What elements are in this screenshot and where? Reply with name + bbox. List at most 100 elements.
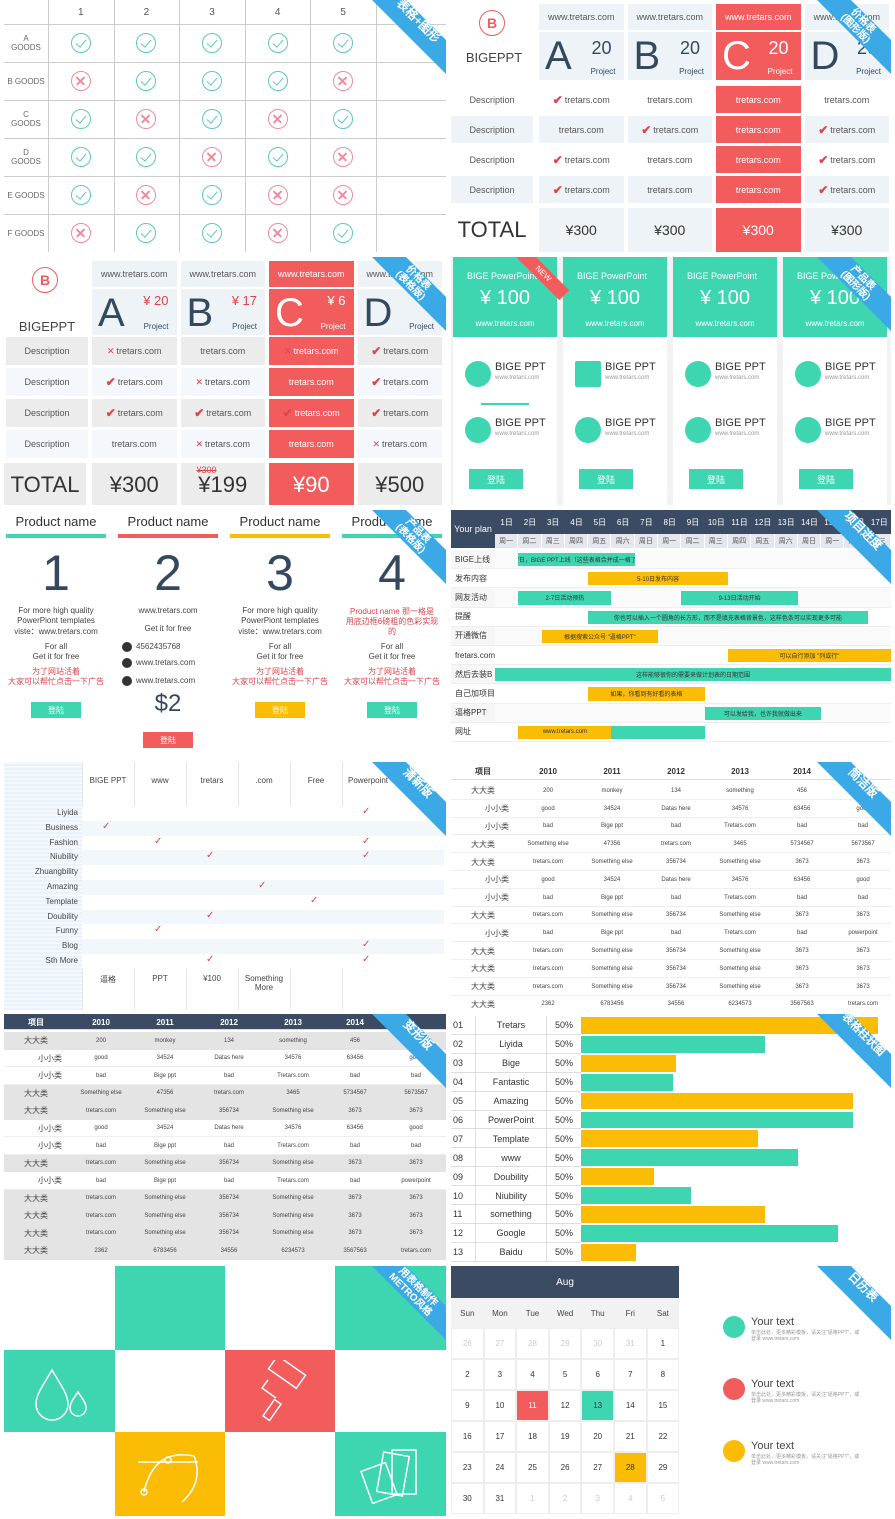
day-cell[interactable]: 11 <box>516 1390 549 1421</box>
day-cell[interactable]: 24 <box>483 1452 517 1483</box>
day-cell[interactable]: 20 <box>581 1421 614 1452</box>
day-cell[interactable]: 2 <box>548 1483 582 1514</box>
day-cell[interactable]: 6 <box>581 1359 614 1390</box>
day-cell[interactable]: 19 <box>548 1421 582 1452</box>
day-cell[interactable]: 30 <box>581 1328 614 1359</box>
share-icon <box>795 361 821 387</box>
column-letter: C <box>275 291 304 335</box>
day-cell[interactable]: 15 <box>646 1390 680 1421</box>
gantt-bar: 2-7日活动预热 <box>518 591 612 605</box>
day-cell[interactable]: 27 <box>483 1328 517 1359</box>
bar <box>581 1111 854 1129</box>
product-card: BIGE PowerPoint ¥ 100 www.tretars.com BIGE … <box>453 257 557 505</box>
login-button[interactable]: 登陆 <box>31 702 81 718</box>
table-header: 项目 <box>475 766 491 776</box>
table-cell: Something else <box>719 912 761 919</box>
day-cell[interactable]: 18 <box>516 1421 549 1452</box>
row-percent: 50% <box>554 1058 573 1069</box>
day-cell[interactable]: 25 <box>516 1452 549 1483</box>
day-cell[interactable]: 1 <box>516 1483 549 1514</box>
day-cell[interactable]: 29 <box>548 1328 582 1359</box>
day-cell[interactable]: 1 <box>646 1328 680 1359</box>
column-price: ¥ 17 <box>231 293 257 308</box>
panel-calendar: 日历表 Aug Sun Mon Tue Wed Thu Fri Sat 26 27 28 29 30 31… <box>451 1266 891 1516</box>
day-cell[interactable]: 3 <box>483 1359 517 1390</box>
card-url: www.tretars.com <box>475 319 535 328</box>
day-cell[interactable]: 10 <box>483 1390 517 1421</box>
row-bg <box>82 909 444 925</box>
day-cell[interactable]: 9 <box>451 1390 484 1421</box>
cross-circle-icon <box>333 147 354 167</box>
row-name: Amazing <box>475 1091 547 1111</box>
table-cell: 3465 <box>733 841 747 848</box>
table-cell: tretars.com <box>532 859 563 866</box>
day-cell[interactable]: 14 <box>614 1390 647 1421</box>
day-header: 1日 <box>500 517 513 527</box>
login-button[interactable]: 登陆 <box>579 469 633 489</box>
cell-text: tretars.com <box>558 124 604 135</box>
day-cell[interactable]: 2 <box>451 1359 484 1390</box>
day-cell[interactable]: 5 <box>646 1483 680 1514</box>
product-line: viste：www.tretars.com <box>14 627 98 636</box>
day-cell[interactable]: 3 <box>581 1483 614 1514</box>
product-line: Get it for free <box>368 652 416 661</box>
login-button[interactable]: 登陆 <box>799 469 853 489</box>
table-cell: 34576 <box>284 1125 302 1132</box>
day-cell[interactable]: 28 <box>614 1452 647 1483</box>
card-title: BIGE PowerPoint <box>577 271 648 281</box>
day-cell[interactable]: 26 <box>451 1328 484 1359</box>
day-cell[interactable]: 28 <box>516 1328 549 1359</box>
cell-text: tretars.com <box>205 377 251 387</box>
day-cell[interactable]: 17 <box>483 1421 517 1452</box>
day-cell[interactable]: 31 <box>483 1483 517 1514</box>
day-cell[interactable]: 31 <box>614 1328 647 1359</box>
product-card: BIGE PowerPoint ¥ 100 www.tretars.com BIGE … <box>673 257 777 505</box>
total-price: ¥199 <box>180 463 265 505</box>
day-cell[interactable]: 22 <box>646 1421 680 1452</box>
login-button[interactable]: 登陆 <box>689 469 743 489</box>
table-header: 2010 <box>92 1017 110 1027</box>
day-cell[interactable]: 12 <box>548 1390 582 1421</box>
bar <box>581 1168 655 1186</box>
row-name: Bige <box>475 1053 547 1073</box>
cell-text: tretars.com <box>647 94 693 105</box>
day-cell[interactable]: 8 <box>646 1359 680 1390</box>
table-cell: bad <box>410 1072 421 1079</box>
table-cell: 3673 <box>348 1107 362 1114</box>
day-cell[interactable]: 30 <box>451 1483 484 1514</box>
legend-title: Your text <box>751 1316 795 1328</box>
table-cell: bad <box>542 930 553 937</box>
day-cell[interactable]: 27 <box>581 1452 614 1483</box>
week-header: 周二 <box>681 534 705 548</box>
row-percent: 50% <box>554 1133 573 1144</box>
day-cell[interactable]: 23 <box>451 1452 484 1483</box>
product-line: 大家可以帮忙点击一下广告 <box>8 677 104 686</box>
table-cell: Tretars.com <box>277 1142 309 1149</box>
day-cell[interactable]: 16 <box>451 1421 484 1452</box>
check-mark-icon: ✓ <box>362 954 371 965</box>
day-cell[interactable]: 4 <box>516 1359 549 1390</box>
bar <box>581 1206 765 1223</box>
brand-name: BIGEPPT <box>465 50 523 65</box>
day-cell[interactable]: 26 <box>548 1452 582 1483</box>
day-cell[interactable]: 29 <box>646 1452 680 1483</box>
column-sub: Project <box>409 322 434 331</box>
cell-text: tretars.com <box>117 408 163 418</box>
row-name: Tretars <box>475 1016 547 1035</box>
table-header: 2011 <box>156 1017 174 1027</box>
star-icon <box>723 1378 745 1400</box>
day-cell[interactable]: 13 <box>581 1390 614 1421</box>
login-button[interactable]: 登陆 <box>367 702 417 718</box>
day-cell[interactable]: 21 <box>614 1421 647 1452</box>
gantt-bar: 可以自行添加 "列或行" <box>727 649 891 663</box>
day-cell[interactable]: 4 <box>614 1483 647 1514</box>
row-label: A GOODS <box>11 34 41 52</box>
day-cell[interactable]: 5 <box>548 1359 582 1390</box>
table-cell: bad <box>410 1142 421 1149</box>
login-button[interactable]: 登陆 <box>143 732 193 748</box>
login-button[interactable]: 登陆 <box>255 702 305 718</box>
day-cell[interactable]: 7 <box>614 1359 647 1390</box>
mark-cell <box>245 62 311 100</box>
check-mark-icon: ✓ <box>362 806 371 817</box>
login-button[interactable]: 登陆 <box>469 469 523 489</box>
